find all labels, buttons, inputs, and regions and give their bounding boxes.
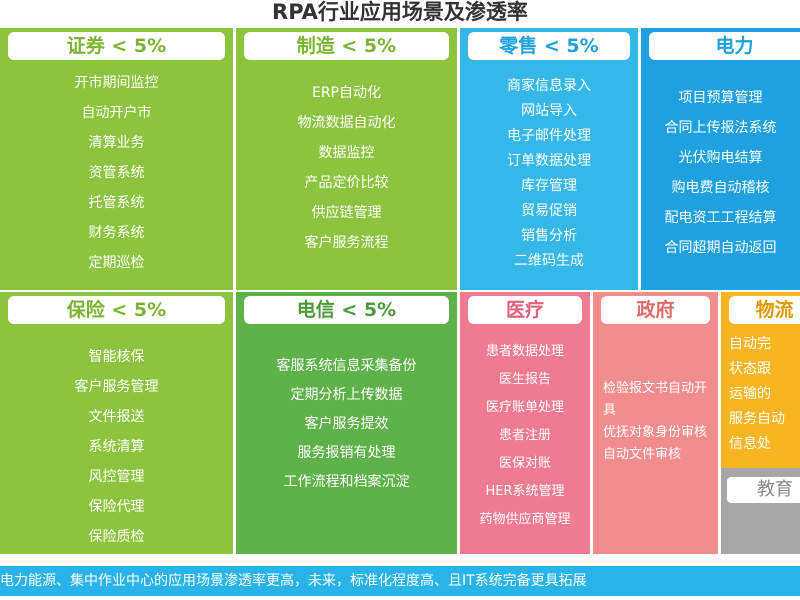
list-item: 贸易促销 <box>521 203 577 219</box>
panel-header-retail: 零售 < 5% <box>468 32 630 60</box>
list-item: 状态跟 <box>729 361 771 377</box>
item-list-manufacturing: ERP自动化 物流数据自动化 数据监控产品定价比较 供应链管理客户服务流程 <box>236 78 457 258</box>
list-item: 药物供应商管理 <box>479 512 571 527</box>
list-item: 自动文件审核 <box>603 447 682 462</box>
panel-securities: 证券 < 5% 开市期间监控 自动开户市清算业务资管系统托管系统财务系统定期巡检 <box>0 28 233 290</box>
list-item: 信息处 <box>729 436 771 452</box>
list-item: HER系统管理 <box>485 484 565 499</box>
list-item: 清算业务 <box>88 135 145 151</box>
list-item: 托管系统 <box>88 195 145 211</box>
panel-medical: 医疗 患者数据处理 医生报告医疗账单处理 患者注册医保对账 HER系统管理 药物供应商管… <box>460 292 590 554</box>
list-item: 医生报告 <box>498 372 551 387</box>
list-item: 资管系统 <box>88 165 145 181</box>
list-item: 项目预算管理 <box>678 90 763 106</box>
list-item: 二维码生成 <box>514 253 584 269</box>
panel-manufacturing: 制造 < 5% ERP自动化 物流数据自动化 数据监控产品定价比较 供应链管理客户服务… <box>236 28 457 290</box>
list-item: 患者数据处理 <box>485 344 564 359</box>
list-item: 网站导入 <box>521 103 577 119</box>
panel-header-manufacturing: 制造 < 5% <box>244 32 449 60</box>
panel-header-government: 政府 <box>601 296 710 324</box>
list-item: 合同上传报法系统 <box>664 120 777 136</box>
list-item: 电子邮件处理 <box>507 128 591 144</box>
list-item: 库存管理 <box>521 178 577 194</box>
list-item: 定期巡检 <box>88 255 145 271</box>
list-item: 医保对账 <box>498 456 551 471</box>
list-item: 检验报文书自动开具 <box>603 381 708 418</box>
item-list-logistics: 自动完状态跟运输的服务自动信息处 <box>721 332 800 457</box>
list-item: 患者注册 <box>498 428 551 443</box>
list-item: 客户服务提效 <box>304 416 389 432</box>
panel-retail: 零售 < 5% 商家信息录入 网站导入电子邮件处理 订单数据处理 库存管理贸易促销销售… <box>460 28 638 290</box>
list-item: 优抚对象身份审核 <box>603 425 708 440</box>
panel-header-telecom: 电信 < 5% <box>244 296 449 324</box>
panel-header-insurance: 保险 < 5% <box>8 296 225 324</box>
list-item: ERP自动化 <box>311 85 381 101</box>
list-item: 订单数据处理 <box>507 153 591 169</box>
panel-telecom: 电信 < 5% 客服系统信息采集备份 定期分析上传数据 客户服务提效 服务报销有处理工… <box>236 292 457 554</box>
list-item: 服务自动 <box>729 411 785 427</box>
panel-header-securities: 证券 < 5% <box>8 32 225 60</box>
list-item: 配电资工工程结算 <box>664 210 777 226</box>
panel-insurance: 保险 < 5% 智能核保客户服务管理 文件报送系统清算风控管理保险代理保险质检 <box>0 292 233 554</box>
list-item: 保险代理 <box>88 499 145 515</box>
item-list-retail: 商家信息录入 网站导入电子邮件处理 订单数据处理 库存管理贸易促销销售分析二维码生成 <box>460 74 638 274</box>
item-list-government: 检验报文书自动开具优抚对象身份审核 自动文件审核 <box>593 378 718 466</box>
list-item: 保险质检 <box>88 529 145 545</box>
list-item: 智能核保 <box>88 349 145 365</box>
list-item: 光伏购电结算 <box>678 150 763 166</box>
list-item: 开市期间监控 <box>74 75 159 91</box>
list-item: 合同超期自动返回 <box>664 240 777 256</box>
item-list-insurance: 智能核保客户服务管理 文件报送系统清算风控管理保险代理保险质检 <box>0 342 233 552</box>
list-item: 自动开户市 <box>81 105 152 121</box>
list-item: 文件报送 <box>88 409 145 425</box>
item-list-power: 项目预算管理 合同上传报法系统 光伏购电结算 购电费自动稽核 配电资工工程结算 合同超期自… <box>641 83 800 263</box>
list-item: 财务系统 <box>88 225 145 241</box>
list-item: 医疗账单处理 <box>485 400 564 415</box>
list-item: 数据监控 <box>318 145 375 161</box>
panel-power: 电力 项目预算管理 合同上传报法系统 光伏购电结算 购电费自动稽核 配电资工工程结算 合同… <box>641 28 800 290</box>
list-item: 供应链管理 <box>311 205 382 221</box>
list-item: 系统清算 <box>88 439 145 455</box>
list-item: 客户服务管理 <box>74 379 159 395</box>
list-item: 服务报销有处理 <box>297 445 396 461</box>
item-list-securities: 开市期间监控 自动开户市清算业务资管系统托管系统财务系统定期巡检 <box>0 68 233 278</box>
list-item: 定期分析上传数据 <box>290 387 403 403</box>
panel-logistics: 物流 自动完状态跟运输的服务自动信息处 教育 <box>721 292 800 554</box>
item-list-medical: 患者数据处理 医生报告医疗账单处理 患者注册医保对账 HER系统管理 药物供应商管理 <box>460 338 590 534</box>
list-item: 客户服务流程 <box>304 235 389 251</box>
panel-header-logistics: 物流 <box>729 296 800 324</box>
panel-government: 政府 检验报文书自动开具优抚对象身份审核 自动文件审核 <box>593 292 718 554</box>
list-item: 风控管理 <box>88 469 145 485</box>
item-list-telecom: 客服系统信息采集备份 定期分析上传数据 客户服务提效 服务报销有处理 工作流程和档案沉淀 <box>236 352 457 497</box>
list-item: 自动完 <box>729 336 771 352</box>
list-item: 购电费自动稽核 <box>671 180 770 196</box>
list-item: 商家信息录入 <box>507 78 591 94</box>
panel-header-education: 教育 <box>727 477 800 503</box>
list-item: 工作流程和档案沉淀 <box>283 474 410 490</box>
list-item: 产品定价比较 <box>304 175 389 191</box>
footer-banner: 电力能源、集中作业中心的应用场景渗透率更高，未来，标准化程度高、且IT系统完备更… <box>0 566 800 596</box>
list-item: 运输的 <box>729 386 771 402</box>
panel-header-power: 电力 <box>649 32 800 60</box>
list-item: 销售分析 <box>521 228 577 244</box>
list-item: 物流数据自动化 <box>297 115 396 131</box>
list-item: 客服系统信息采集备份 <box>276 358 417 374</box>
panel-header-medical: 医疗 <box>468 296 582 324</box>
page-title: RPA行业应用场景及渗透率 <box>272 0 528 24</box>
